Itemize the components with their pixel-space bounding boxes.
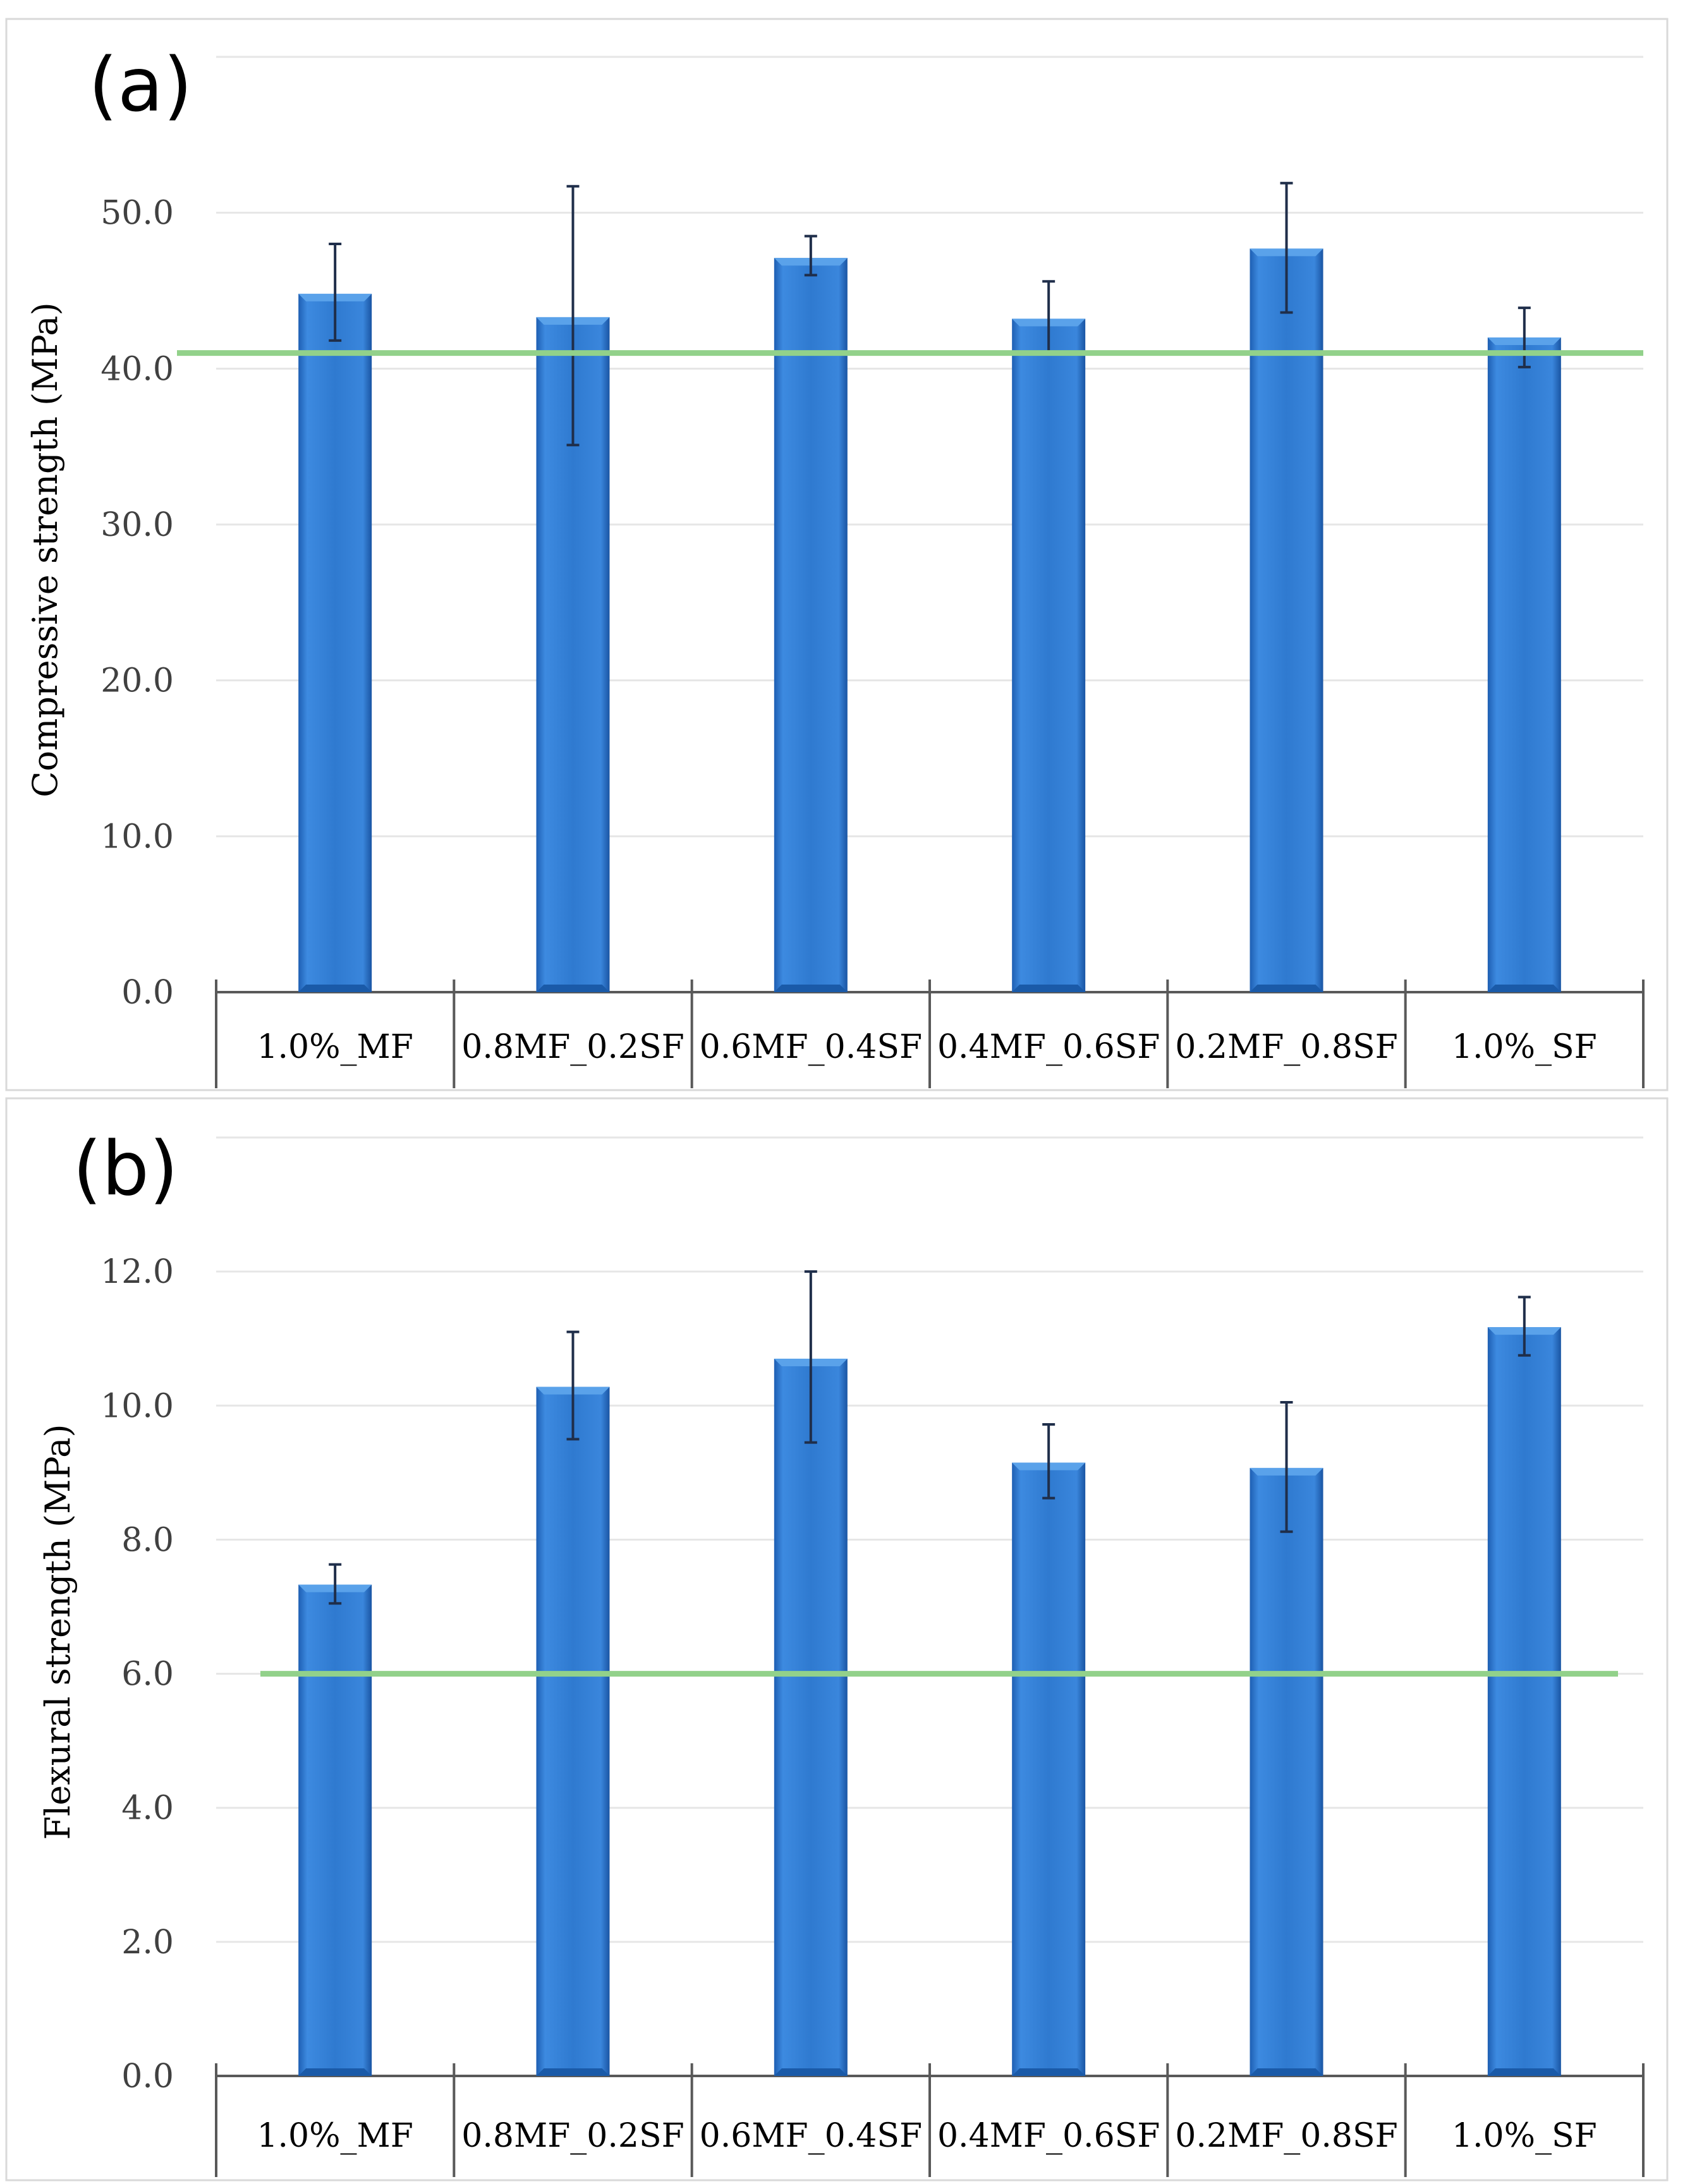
x-category-label: 0.2MF_0.8SF xyxy=(1175,1028,1397,1066)
bar-0.2MF_0.8SF xyxy=(1250,248,1323,992)
bar-0.6MF_0.4SF xyxy=(774,1359,848,2076)
y-tick-label: 20.0 xyxy=(100,662,174,700)
bar-1.0%_SF xyxy=(1487,337,1561,992)
bar-bevel-bottom xyxy=(536,2068,610,2076)
x-category-label: 0.6MF_0.4SF xyxy=(700,1028,922,1066)
panel-label: (a) xyxy=(88,41,192,128)
x-category-label: 0.8MF_0.2SF xyxy=(461,2117,684,2155)
y-axis-title: Compressive strength (MPa) xyxy=(25,302,65,797)
y-tick-label: 4.0 xyxy=(121,1790,174,1828)
y-tick-label: 8.0 xyxy=(121,1521,174,1559)
y-axis-title: Flexural strength (MPa) xyxy=(38,1424,78,1840)
y-tick-label: 0.0 xyxy=(121,974,174,1012)
x-category-label: 0.8MF_0.2SF xyxy=(461,1028,684,1066)
x-category-label: 1.0%_MF xyxy=(257,2117,413,2155)
y-tick-label: 6.0 xyxy=(121,1656,174,1694)
x-category-label: 0.4MF_0.6SF xyxy=(937,2117,1160,2155)
panel-label: (b) xyxy=(73,1125,178,1212)
x-category-label: 1.0%_SF xyxy=(1452,2117,1597,2155)
y-tick-label: 30.0 xyxy=(100,506,174,544)
x-category-label: 1.0%_MF xyxy=(257,1028,413,1066)
y-tick-label: 2.0 xyxy=(121,1924,174,1962)
y-tick-label: 40.0 xyxy=(100,350,174,388)
y-tick-label: 10.0 xyxy=(100,818,174,856)
y-tick-label: 0.0 xyxy=(121,2058,174,2096)
bar-bevel-bottom xyxy=(1487,2068,1561,2076)
bar-bevel-bottom xyxy=(1250,2068,1323,2076)
x-category-label: 1.0%_SF xyxy=(1452,1028,1597,1066)
bar-bevel-bottom xyxy=(298,985,372,992)
x-category-label: 0.6MF_0.4SF xyxy=(700,2117,922,2155)
bar-bevel-bottom xyxy=(774,2068,848,2076)
y-tick-label: 50.0 xyxy=(100,195,174,233)
bar-bevel-bottom xyxy=(1487,985,1561,992)
bar-1.0%_MF xyxy=(298,293,372,992)
bar-bevel-bottom xyxy=(536,985,610,992)
bar-bevel-bottom xyxy=(774,985,848,992)
bar-0.4MF_0.6SF xyxy=(1012,1462,1086,2076)
bar-1.0%_SF xyxy=(1487,1327,1561,2076)
bar-bevel-bottom xyxy=(1250,985,1323,992)
bar-bevel-bottom xyxy=(1012,985,1086,992)
bar-0.6MF_0.4SF xyxy=(774,258,848,993)
chart-panel-b: 0.0 2.0 4.0 6.0 8.0 10.0 12.0 1.0%_MF 0.8MF_0.2S… xyxy=(5,1097,1669,2181)
bar-0.8MF_0.2SF xyxy=(536,1386,610,2076)
chart-panel-a: 0.0 10.0 20.0 30.0 40.0 50.0 1.0%_MF 0.8MF_0.2S… xyxy=(5,18,1669,1091)
bar-0.4MF_0.6SF xyxy=(1012,318,1086,992)
y-tick-label: 12.0 xyxy=(100,1253,174,1291)
bar-1.0%_MF xyxy=(298,1584,372,2076)
bar-bevel-bottom xyxy=(1012,2068,1086,2076)
x-category-label: 0.4MF_0.6SF xyxy=(937,1028,1160,1066)
bar-0.2MF_0.8SF xyxy=(1250,1467,1323,2076)
x-category-label: 0.2MF_0.8SF xyxy=(1175,2117,1397,2155)
bar-bevel-bottom xyxy=(298,2068,372,2076)
y-tick-label: 10.0 xyxy=(100,1387,174,1425)
